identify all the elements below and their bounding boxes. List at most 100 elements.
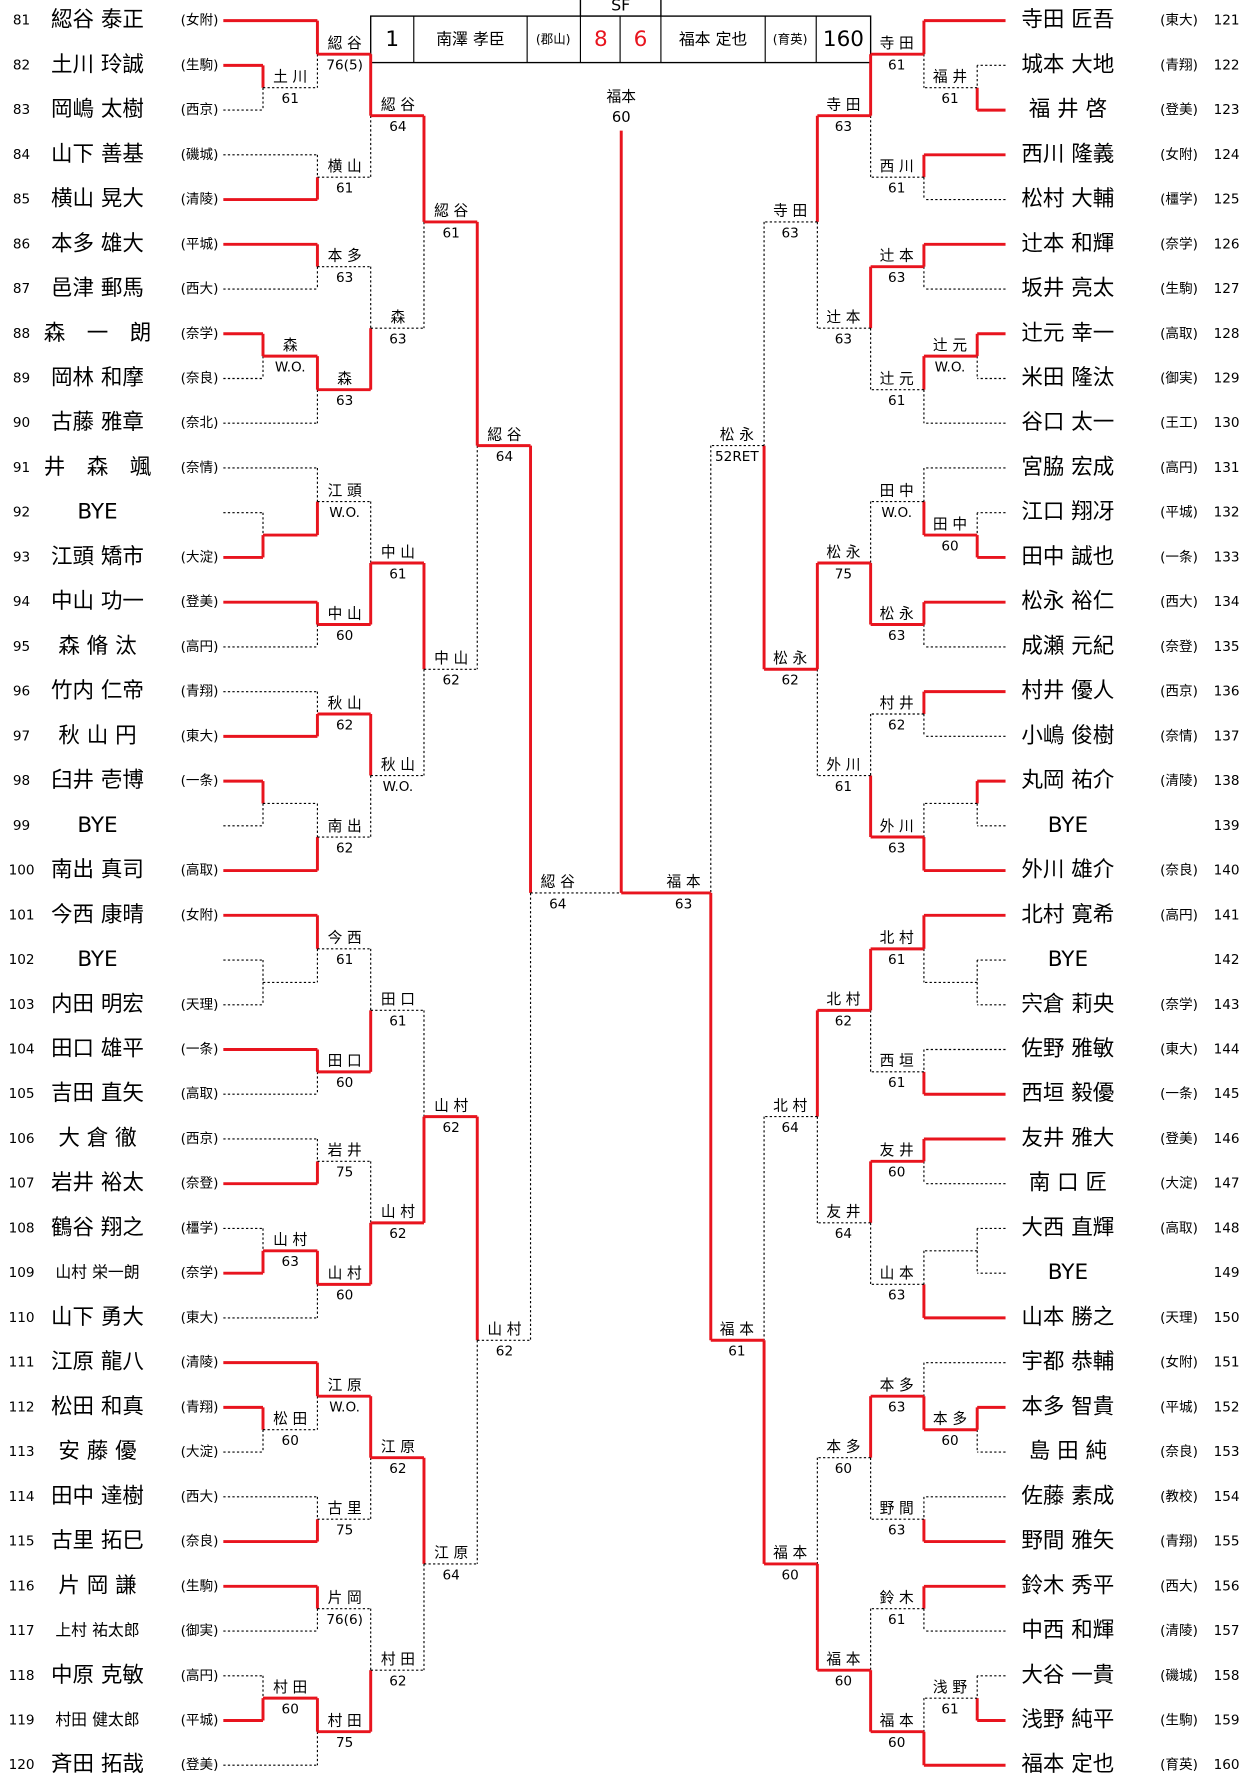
player-name: 森 一 朗 [44,321,152,346]
entry-number: 96 [13,684,30,700]
match-winner: 山 村 [434,1097,468,1114]
player-name: 綛谷 泰正 [51,8,144,33]
entry-number: 86 [13,236,30,252]
entry-number: 151 [1214,1355,1240,1371]
match-score: 62 [781,673,798,689]
school: (清陵) [181,1355,219,1371]
entry-number: 148 [1214,1220,1240,1236]
school: (高円) [1160,906,1198,923]
entry-number: 131 [1214,460,1240,476]
entry-number: 120 [9,1757,35,1773]
school: (高取) [1160,1219,1198,1236]
player-name: 土川 玲誠 [51,52,144,77]
entry-number: 136 [1214,684,1240,700]
player-name: 本多 雄大 [51,231,144,256]
match-score: W.O. [881,505,912,521]
school: (平城) [1160,505,1198,521]
match-winner: 外 川 [826,756,860,773]
match-winner: 松 永 [826,544,860,561]
entry-number: 104 [9,1042,35,1058]
sf-player: 南澤 孝臣 [436,29,504,48]
match-winner: 岩 井 [328,1142,362,1159]
match-winner: 本 多 [328,247,362,264]
school: (御実) [1160,371,1198,387]
player-name: 江原 龍八 [51,1350,144,1375]
entry-number: 113 [9,1444,35,1460]
match-score: 63 [888,1523,905,1539]
school: (女附) [181,12,219,29]
match-score: 62 [835,1014,852,1030]
entry-number: 81 [13,13,30,29]
school: (奈学) [1160,997,1198,1013]
player-name: 山下 勇大 [51,1305,144,1330]
player-name: 北村 寛希 [1021,902,1114,927]
entry-number: 101 [9,907,35,923]
match-score: 62 [389,1674,406,1690]
match-score: 62 [888,717,905,733]
entry-number: 98 [13,773,30,789]
match-winner: 松 永 [720,426,754,443]
school: (西京) [181,102,219,118]
match-score: 75 [336,1165,353,1181]
entry-number: 137 [1214,728,1240,744]
school: (育英) [1160,1756,1198,1773]
player-name: 片 岡 謙 [58,1573,136,1598]
player-name: 福本 定也 [1021,1752,1114,1777]
match-score: 76(6) [326,1612,363,1628]
school: (橿学) [181,1220,219,1236]
player-name: 古里 拓巳 [51,1529,144,1554]
school: (高円) [1160,459,1198,476]
player-name: 坂井 亮太 [1021,276,1114,301]
sf-player: 福本 定也 [679,29,748,48]
match-score: 62 [496,1344,513,1360]
player-name: 中原 克敏 [51,1663,144,1688]
player-name: 井 森 颯 [44,455,152,480]
player-name: 岩井 裕太 [51,1171,144,1196]
school: (青翔) [181,1399,219,1415]
entry-number: 91 [13,460,30,476]
match-winner: 福 本 [826,1651,860,1668]
school: (生駒) [181,1578,219,1594]
match-winner: 山 村 [328,1265,362,1282]
school: (奈情) [1160,728,1198,744]
match-score: 64 [781,1120,798,1136]
final-winner: 福本 [607,89,637,106]
school: (一条) [181,772,219,789]
match-score: 61 [888,181,905,197]
school: (高取) [1160,325,1198,342]
match-winner: 綛 谷 [328,35,362,52]
match-score: 61 [336,952,353,968]
entry-number: 89 [13,371,30,387]
match-score: 60 [941,1433,958,1449]
player-name: 福 井 啓 [1029,97,1107,122]
match-winner: 山 村 [273,1232,307,1249]
school: (西大) [181,281,219,297]
match-winner: 寺 田 [826,96,860,113]
match-score: 60 [282,1433,299,1449]
match-winner: 福 本 [773,1545,807,1562]
entry-number: 88 [13,326,30,342]
school: (教校) [1160,1488,1198,1505]
entry-number: 109 [9,1265,35,1281]
entry-number: 97 [13,728,30,744]
entry-number: 107 [9,1176,35,1192]
school: (西京) [1160,684,1198,700]
entry-number: 128 [1214,326,1240,342]
player-name: 竹内 仁帝 [51,679,144,704]
player-name: BYE [77,500,117,525]
school: (大淀) [181,1444,219,1460]
school: (青翔) [181,684,219,700]
sf-round: SF [611,0,630,14]
school: (平城) [1160,1399,1198,1415]
player-name: 山下 善基 [51,142,144,167]
school: (西大) [1160,1578,1198,1594]
school: (天理) [181,997,219,1013]
player-name: 松村 大輔 [1021,187,1114,212]
school: (生駒) [1160,1712,1198,1728]
school: (女附) [1160,146,1198,163]
player-name: 島 田 純 [1029,1439,1107,1464]
match-winner: 綛 谷 [541,874,575,891]
player-name: BYE [77,947,117,972]
match-score: 61 [888,1075,905,1091]
